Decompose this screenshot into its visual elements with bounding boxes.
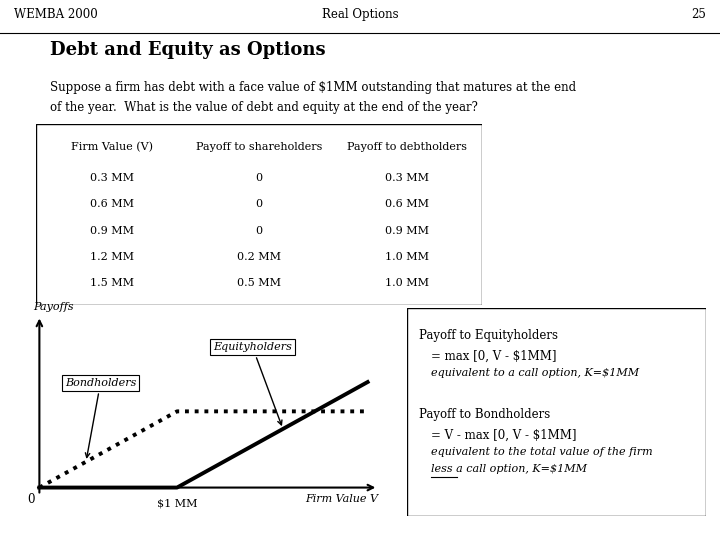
FancyBboxPatch shape (36, 124, 482, 305)
Text: 0: 0 (256, 173, 263, 183)
Text: 0.3 MM: 0.3 MM (90, 173, 134, 183)
FancyBboxPatch shape (407, 308, 706, 516)
Text: Firm Value V: Firm Value V (305, 494, 378, 504)
Text: 0: 0 (256, 226, 263, 235)
Text: 0.5 MM: 0.5 MM (237, 278, 282, 288)
Text: Bondholders: Bondholders (65, 378, 136, 457)
Text: Payoff to Bondholders: Payoff to Bondholders (419, 408, 550, 421)
Text: 0.9 MM: 0.9 MM (384, 226, 428, 235)
Text: equivalent to the total value of the firm: equivalent to the total value of the fir… (431, 447, 652, 457)
Text: Equityholders: Equityholders (213, 342, 292, 425)
Text: 1.2 MM: 1.2 MM (90, 252, 134, 262)
Text: Payoff to shareholders: Payoff to shareholders (196, 142, 323, 152)
Text: Real Options: Real Options (322, 8, 398, 21)
Text: less a call option, K=$1MM: less a call option, K=$1MM (431, 464, 587, 474)
Text: Payoffs: Payoffs (33, 302, 73, 313)
Text: Payoff to Equityholders: Payoff to Equityholders (419, 328, 558, 342)
Text: = max [0, V - $1MM]: = max [0, V - $1MM] (431, 349, 557, 362)
Text: of the year.  What is the value of debt and equity at the end of the year?: of the year. What is the value of debt a… (50, 102, 478, 114)
Text: $1 MM: $1 MM (157, 498, 197, 508)
Text: 0.6 MM: 0.6 MM (90, 199, 134, 210)
Text: 0: 0 (27, 493, 35, 506)
Text: Firm Value (V): Firm Value (V) (71, 142, 153, 153)
Text: Debt and Equity as Options: Debt and Equity as Options (50, 41, 326, 59)
Text: 0.2 MM: 0.2 MM (237, 252, 282, 262)
Text: 1.0 MM: 1.0 MM (384, 252, 428, 262)
Text: 0.6 MM: 0.6 MM (384, 199, 428, 210)
Text: 1.5 MM: 1.5 MM (90, 278, 134, 288)
Text: equivalent to a call option, K=$1MM: equivalent to a call option, K=$1MM (431, 368, 639, 378)
Text: Payoff to debtholders: Payoff to debtholders (346, 142, 467, 152)
Text: 0: 0 (256, 199, 263, 210)
Text: WEMBA 2000: WEMBA 2000 (14, 8, 98, 21)
Text: = V - max [0, V - $1MM]: = V - max [0, V - $1MM] (431, 428, 576, 441)
Text: 0.9 MM: 0.9 MM (90, 226, 134, 235)
Text: 1.0 MM: 1.0 MM (384, 278, 428, 288)
Text: Suppose a firm has debt with a face value of $1MM outstanding that matures at th: Suppose a firm has debt with a face valu… (50, 80, 577, 93)
Text: 0.3 MM: 0.3 MM (384, 173, 428, 183)
Text: 25: 25 (690, 8, 706, 21)
